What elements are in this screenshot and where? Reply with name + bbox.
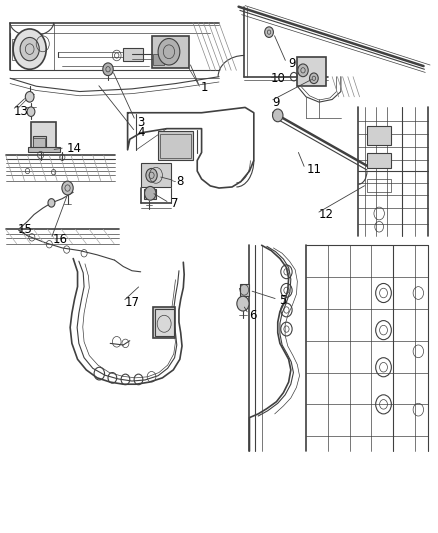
Text: 10: 10 bbox=[270, 72, 285, 85]
Text: 7: 7 bbox=[171, 197, 179, 211]
Bar bbox=[28, 147, 60, 152]
Ellipse shape bbox=[146, 168, 157, 182]
Ellipse shape bbox=[13, 29, 46, 69]
Bar bbox=[141, 163, 171, 187]
Bar bbox=[144, 189, 156, 199]
Bar bbox=[158, 131, 193, 160]
Ellipse shape bbox=[20, 37, 39, 61]
Bar bbox=[152, 36, 188, 68]
Text: 5: 5 bbox=[279, 294, 286, 308]
Ellipse shape bbox=[237, 296, 249, 311]
Bar bbox=[155, 310, 174, 336]
Text: 14: 14 bbox=[67, 142, 81, 155]
Text: 1: 1 bbox=[201, 81, 208, 94]
Ellipse shape bbox=[158, 38, 180, 65]
Bar bbox=[153, 308, 176, 338]
Bar bbox=[240, 284, 249, 296]
Bar bbox=[33, 138, 46, 147]
Ellipse shape bbox=[272, 109, 283, 122]
Bar bbox=[31, 122, 56, 150]
Bar bbox=[123, 47, 143, 61]
Bar bbox=[153, 54, 164, 65]
Text: 6: 6 bbox=[250, 309, 257, 322]
Ellipse shape bbox=[310, 73, 318, 84]
Bar bbox=[33, 136, 46, 148]
Bar bbox=[12, 38, 32, 60]
Ellipse shape bbox=[62, 181, 73, 195]
Text: 15: 15 bbox=[18, 223, 33, 236]
Bar bbox=[367, 126, 391, 144]
Text: 16: 16 bbox=[53, 233, 68, 246]
Text: 11: 11 bbox=[307, 164, 322, 176]
Text: 9: 9 bbox=[288, 58, 295, 70]
Bar bbox=[367, 152, 391, 168]
Bar bbox=[367, 179, 391, 192]
Text: 4: 4 bbox=[137, 126, 145, 140]
Bar bbox=[160, 134, 191, 158]
Ellipse shape bbox=[265, 27, 273, 37]
Text: 8: 8 bbox=[177, 175, 184, 188]
Bar bbox=[297, 57, 325, 86]
Text: 9: 9 bbox=[272, 95, 279, 109]
Ellipse shape bbox=[145, 187, 156, 200]
Text: 12: 12 bbox=[318, 208, 333, 221]
Ellipse shape bbox=[48, 199, 55, 207]
Ellipse shape bbox=[27, 107, 35, 116]
Text: 17: 17 bbox=[124, 296, 140, 309]
Ellipse shape bbox=[103, 63, 113, 76]
Ellipse shape bbox=[298, 64, 308, 77]
Text: 13: 13 bbox=[14, 105, 28, 118]
Ellipse shape bbox=[25, 92, 34, 102]
Text: 3: 3 bbox=[137, 116, 145, 129]
